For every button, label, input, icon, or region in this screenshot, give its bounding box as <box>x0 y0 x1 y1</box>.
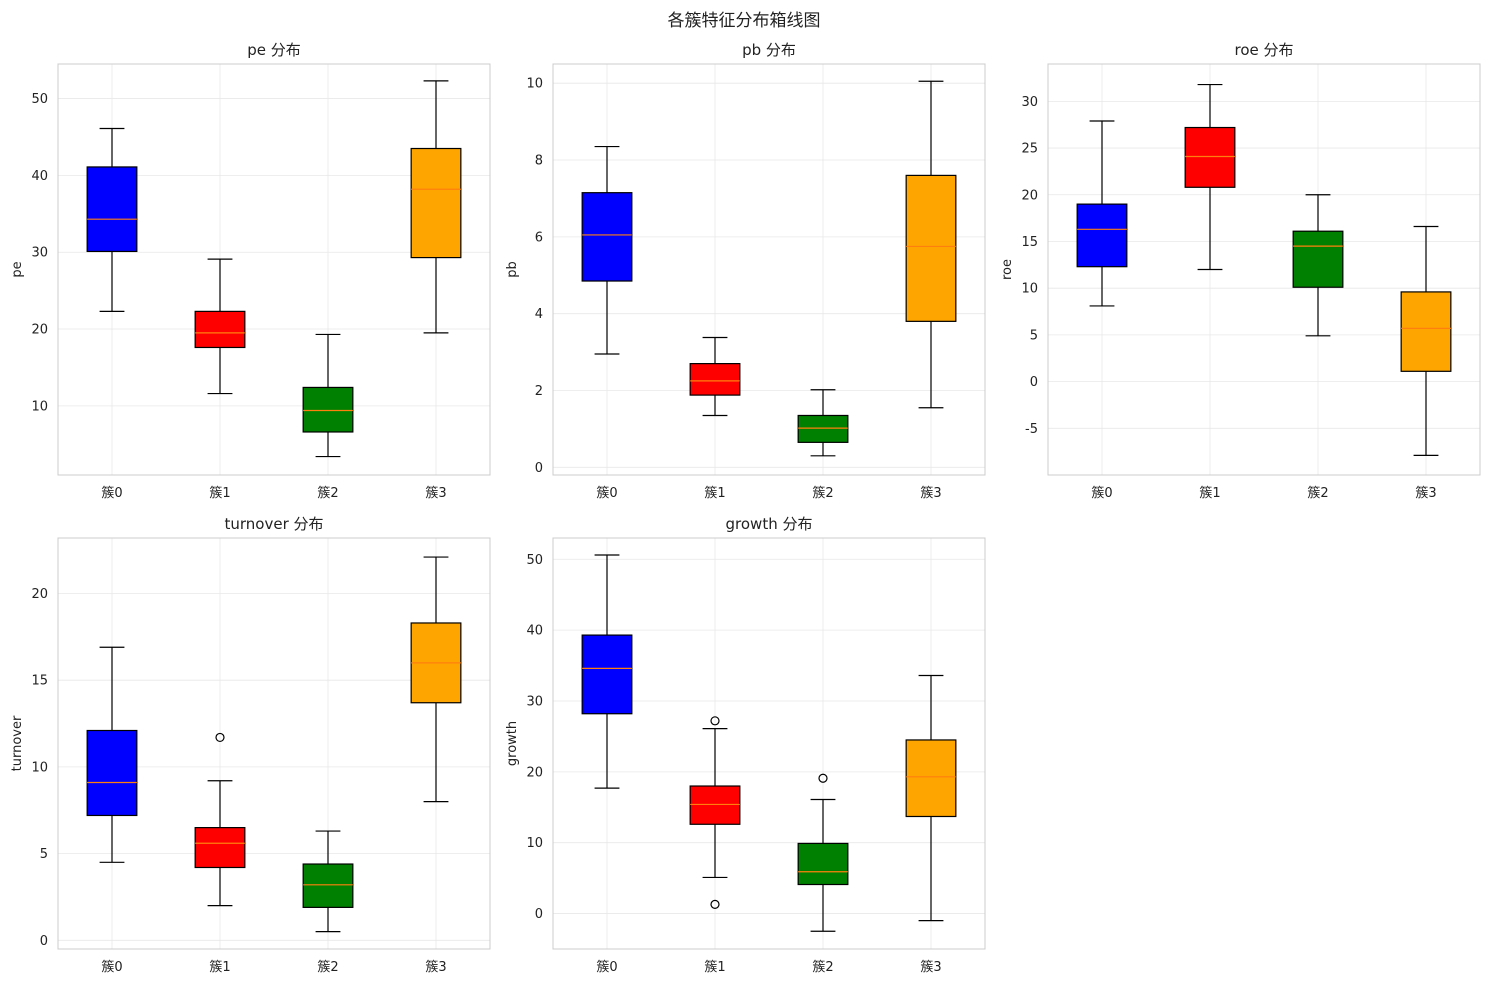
outlier-point <box>710 716 720 726</box>
y-tick-label: 40 <box>31 169 48 184</box>
x-tick-label: 簇0 <box>596 486 617 501</box>
box-2 <box>302 863 354 908</box>
y-tick-label: 10 <box>31 399 48 414</box>
subplot-2: -5 0 5 10 15 20 25 30 簇0 簇1 簇2 簇3 roe 分布 roe <box>1000 41 1481 501</box>
box-2 <box>797 414 849 443</box>
y-tick-label: 50 <box>31 92 48 107</box>
y-tick-label: 40 <box>526 624 543 639</box>
subplot-title: turnover 分布 <box>224 515 323 533</box>
y-tick-label: 0 <box>40 934 48 949</box>
box-0 <box>1076 203 1128 268</box>
subplot-title: pb 分布 <box>742 41 796 59</box>
y-tick-label: 0 <box>535 907 543 922</box>
box-3 <box>1400 291 1452 372</box>
y-tick-label: 0 <box>535 461 543 476</box>
y-tick-label: 20 <box>526 765 543 780</box>
y-tick-label: 5 <box>40 847 48 862</box>
x-tick-label: 簇2 <box>317 960 338 975</box>
y-tick-label: 10 <box>31 760 48 775</box>
box-0 <box>86 166 138 253</box>
subplot-title: pe 分布 <box>247 41 301 59</box>
x-tick-label: 簇2 <box>317 486 338 501</box>
y-tick-label: 10 <box>526 77 543 92</box>
y-tick-label: 30 <box>31 246 48 261</box>
x-tick-label: 簇1 <box>704 960 725 975</box>
y-tick-label: 30 <box>526 694 543 709</box>
box-1 <box>1184 126 1236 188</box>
y-axis-label: pb <box>505 261 520 278</box>
chart-suptitle: 各簇特征分布箱线图 <box>668 11 821 31</box>
box-3 <box>905 174 957 322</box>
subplot-title: roe 分布 <box>1234 41 1293 59</box>
y-tick-label: 15 <box>31 674 48 689</box>
x-tick-label: 簇1 <box>704 486 725 501</box>
plot-background <box>58 64 490 475</box>
y-tick-label: 10 <box>1021 282 1038 297</box>
x-tick-label: 簇3 <box>920 486 941 501</box>
outlier-point <box>710 899 720 909</box>
x-tick-label: 簇0 <box>101 486 122 501</box>
y-axis-label: roe <box>1000 259 1015 280</box>
y-tick-label: 2 <box>535 384 543 399</box>
plot-frame <box>57 537 491 950</box>
box-1 <box>689 363 741 396</box>
x-tick-label: 簇0 <box>596 960 617 975</box>
box-0 <box>581 634 633 715</box>
x-tick-label: 簇1 <box>1199 486 1220 501</box>
outlier-point <box>818 773 828 783</box>
x-tick-label: 簇0 <box>101 960 122 975</box>
y-tick-label: 4 <box>535 307 543 322</box>
plot-background <box>1048 64 1480 475</box>
box-2 <box>1292 230 1344 288</box>
x-tick-label: 簇1 <box>209 960 230 975</box>
y-axis-label: pe <box>10 261 25 277</box>
y-axis-label: growth <box>505 721 520 766</box>
x-tick-label: 簇1 <box>209 486 230 501</box>
y-tick-label: -5 <box>1025 422 1038 437</box>
x-tick-label: 簇3 <box>425 486 446 501</box>
y-tick-label: 20 <box>31 587 48 602</box>
y-tick-label: 6 <box>535 230 543 245</box>
x-tick-label: 簇3 <box>425 960 446 975</box>
x-tick-label: 簇2 <box>812 486 833 501</box>
y-tick-label: 20 <box>31 323 48 338</box>
x-tick-label: 簇2 <box>812 960 833 975</box>
subplot-title: growth 分布 <box>726 515 813 533</box>
subplot-4: 0 10 20 30 40 50 簇0 簇1 簇2 簇3 growth 分布 growth <box>505 515 986 975</box>
x-tick-label: 簇3 <box>920 960 941 975</box>
outlier-point <box>215 732 225 743</box>
y-axis-label: turnover <box>10 715 25 771</box>
y-tick-label: 25 <box>1021 142 1038 157</box>
y-tick-label: 8 <box>535 154 543 169</box>
subplot-3: 0 5 10 15 20 簇0 簇1 簇2 簇3 turnover 分布 turnover <box>10 515 491 975</box>
y-tick-label: 30 <box>1021 95 1038 110</box>
x-tick-label: 簇2 <box>1307 486 1328 501</box>
subplot-0: 10 20 30 40 50 簇0 簇1 簇2 簇3 pe 分布 pe <box>10 41 491 501</box>
box-3 <box>905 739 957 818</box>
x-tick-label: 簇0 <box>1091 486 1112 501</box>
box-1 <box>689 785 741 825</box>
plot-frame <box>1047 63 1481 476</box>
plot-frame <box>552 63 986 476</box>
box-0 <box>86 729 138 817</box>
y-tick-label: 5 <box>1030 328 1038 343</box>
box-0 <box>581 192 633 282</box>
y-tick-label: 50 <box>526 553 543 568</box>
box-3 <box>410 147 462 259</box>
box-1 <box>194 827 246 869</box>
box-1 <box>194 310 246 349</box>
y-tick-label: 10 <box>526 836 543 851</box>
subplot-1: 0 2 4 6 8 10 簇0 簇1 簇2 簇3 pb 分布 pb <box>505 41 986 501</box>
plot-frame <box>552 537 986 950</box>
plot-frame <box>57 63 491 476</box>
box-2 <box>302 386 354 433</box>
box-2 <box>797 842 849 886</box>
y-tick-label: 15 <box>1021 235 1038 250</box>
y-tick-label: 0 <box>1030 375 1038 390</box>
y-tick-label: 20 <box>1021 188 1038 203</box>
x-tick-label: 簇3 <box>1415 486 1436 501</box>
